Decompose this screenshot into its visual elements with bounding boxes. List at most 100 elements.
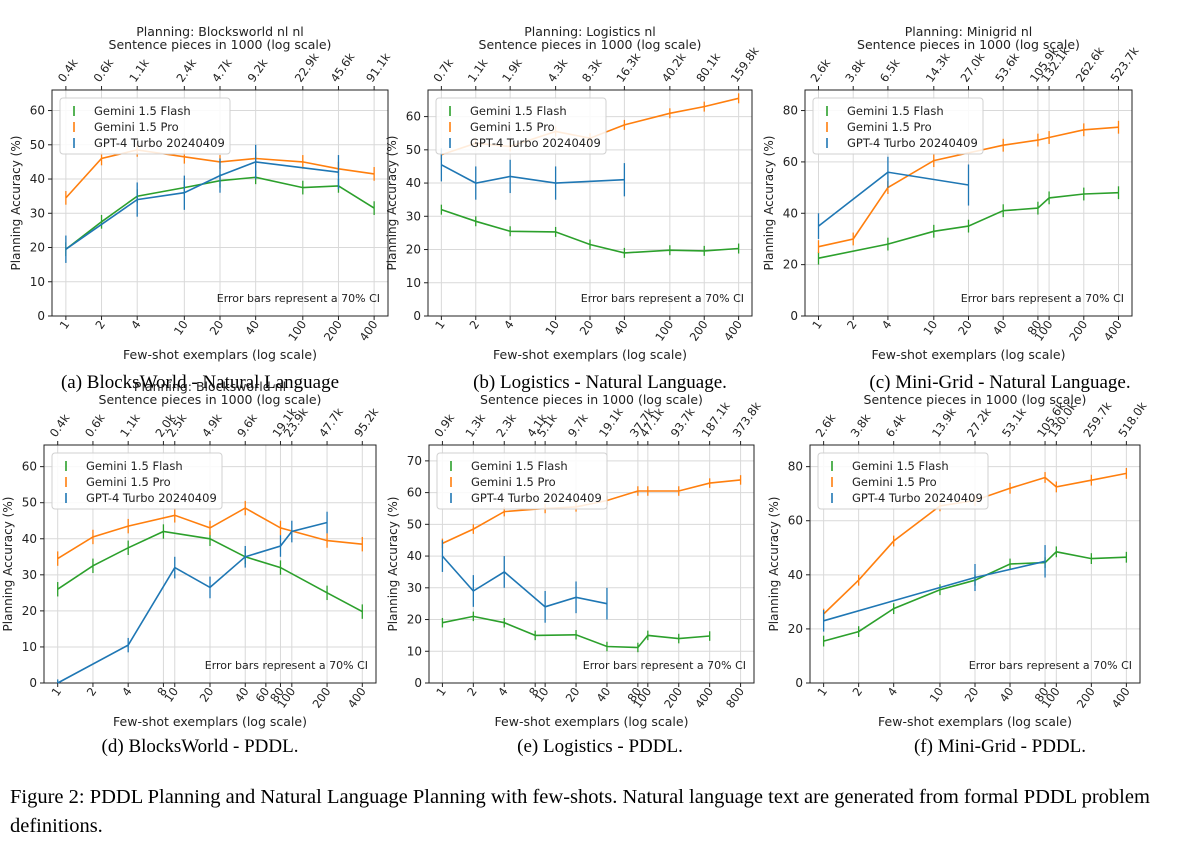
chart-a-xtick-label: 1	[57, 318, 73, 332]
chart-e-top-tick-label: 373.8k	[730, 399, 764, 440]
chart-f-xtick-label: 40	[997, 685, 1017, 705]
chart-b-ytick-label: 50	[406, 143, 421, 157]
chart-b-xtick-label: 2	[467, 318, 483, 332]
chart-e-xtick-label: 800	[723, 685, 747, 711]
chart-d-xtick-label: 2	[84, 685, 100, 699]
chart-e-ytick-label: 20	[407, 613, 422, 627]
chart-e-ytick-label: 0	[414, 676, 422, 690]
chart-d-ytick-label: 10	[22, 640, 37, 654]
chart-a-xtick-label: 400	[357, 318, 381, 344]
chart-b-ytick-label: 40	[406, 176, 421, 190]
chart-e-legend	[436, 452, 608, 510]
chart-d-ylabel: Planning Accuracy (%)	[1, 497, 15, 632]
chart-b-xtick-label: 20	[577, 318, 597, 338]
chart-a-top-tick-label: 4.7k	[209, 56, 235, 85]
chart-e-xtick-label: 400	[692, 685, 716, 711]
chart-c-ytick-label: 60	[783, 155, 798, 169]
chart-b-xtick-label: 400	[721, 318, 745, 344]
chart-f-top-tick-label: 3.8k	[848, 411, 874, 440]
chart-f-xlabel: Few-shot exemplars (log scale)	[878, 714, 1072, 729]
chart-a-xtick-label: 200	[321, 318, 345, 344]
chart-f-top-tick-label: 518.0k	[1115, 399, 1149, 440]
chart-d-top-tick-label: 95.2k	[351, 405, 381, 440]
chart-c-ytick-label: 0	[790, 309, 798, 323]
chart-d-xlabel: Few-shot exemplars (log scale)	[113, 714, 307, 729]
chart-d-legend-label-pro: Gemini 1.5 Pro	[86, 475, 171, 489]
chart-d-xtick-label: 400	[345, 685, 369, 711]
chart-f-series-pro	[823, 472, 1127, 615]
chart-e-ytick-label: 10	[407, 644, 422, 658]
chart-b-ytick-label: 0	[413, 309, 421, 323]
subcaption-f: (f) Mini-Grid - PDDL.	[913, 736, 1087, 757]
subcaption-e: (e) Logistics - PDDL.	[517, 736, 683, 757]
chart-a-xlabel: Few-shot exemplars (log scale)	[123, 347, 317, 362]
chart-f-ci-note: Error bars represent a 70% CI	[969, 659, 1132, 672]
chart-c-legend	[812, 97, 984, 155]
chart-f-series-flash	[823, 550, 1127, 642]
chart-c-xlabel: Few-shot exemplars (log scale)	[872, 347, 1066, 362]
chart-c-xtick-label: 400	[1101, 318, 1125, 344]
chart-f-top-tick-label: 27.2k	[964, 405, 994, 440]
chart-a-ci-note: Error bars represent a 70% CI	[217, 292, 380, 305]
chart-b-xtick-label: 200	[687, 318, 711, 344]
chart-e-ytick-label: 70	[407, 454, 422, 468]
chart-b-ytick-label: 20	[406, 243, 421, 257]
chart-f-xtick-label: 1	[814, 685, 830, 699]
chart-a-top-tick-label: 1.1k	[126, 56, 152, 85]
chart-f-ylabel: Planning Accuracy (%)	[767, 497, 781, 632]
chart-b-legend	[435, 97, 607, 155]
chart-d-ytick-label: 40	[22, 532, 37, 546]
chart-e-xtick-label: 2	[464, 685, 480, 699]
chart-c-ytick-label: 40	[783, 206, 798, 220]
chart-d-series-gpt	[57, 521, 328, 684]
chart-c-xtick-label: 4	[879, 318, 895, 332]
chart-b-top-tick-label: 159.8k	[728, 44, 762, 85]
chart-c-xtick-label: 10	[920, 318, 940, 338]
chart-a-ytick-label: 10	[30, 275, 45, 289]
chart-b-xtick-label: 10	[542, 318, 562, 338]
chart-a-ytick-label: 40	[30, 172, 45, 186]
chart-f-top-tick-label: 53.1k	[999, 405, 1029, 440]
subcaption-d: (d) BlocksWorld - PDDL.	[101, 736, 299, 757]
chart-e-legend-label-flash: Gemini 1.5 Flash	[471, 459, 568, 473]
chart-e-top-tick-label: 2.3k	[493, 411, 519, 440]
chart-c-legend-label-gpt: GPT-4 Turbo 20240409	[847, 136, 978, 150]
chart-c-xtick-label: 40	[990, 318, 1010, 338]
chart-f-legend	[817, 452, 989, 510]
chart-a-top-tick-label: 0.6k	[91, 56, 117, 85]
chart-f-legend-label-pro: Gemini 1.5 Pro	[852, 475, 937, 489]
chart-f-ytick-label: 20	[788, 622, 803, 636]
chart-a-top-tick-label: 0.4k	[55, 56, 81, 85]
chart-f-xtick-label: 4	[884, 685, 900, 699]
chart-d-legend-label-flash: Gemini 1.5 Flash	[86, 459, 183, 473]
chart-a-legend	[59, 97, 231, 155]
chart-a-ytick-label: 20	[30, 241, 45, 255]
chart-a-top-tick-label: 9.2k	[245, 56, 271, 85]
chart-e-xtick-label: 4	[495, 685, 511, 699]
chart-a-xtick-label: 2	[92, 318, 108, 332]
chart-e-ytick-label: 40	[407, 549, 422, 563]
chart-d-top-tick-label: 9.6k	[234, 411, 260, 440]
chart-a-top-axis-label: Sentence pieces in 1000 (log scale)	[109, 37, 332, 52]
chart-e-xtick-label: 1	[433, 685, 449, 699]
chart-f-legend-label-flash: Gemini 1.5 Flash	[852, 459, 949, 473]
chart-b-legend-label-gpt: GPT-4 Turbo 20240409	[470, 136, 601, 150]
chart-c-xtick-label: 1	[809, 318, 825, 332]
chart-d-xtick-label: 1	[48, 685, 64, 699]
chart-d-top-axis-label: Sentence pieces in 1000 (log scale)	[99, 392, 322, 407]
chart-e-legend-label-pro: Gemini 1.5 Pro	[471, 475, 556, 489]
chart-c-ci-note: Error bars represent a 70% CI	[961, 292, 1124, 305]
chart-b-top-tick-label: 0.7k	[430, 56, 456, 85]
chart-d-xtick-label: 40	[232, 685, 252, 705]
chart-panel-f: 0 20 40 60 80 1 2 4 10 20 40 80 100 200 400 2.6k 3.8k 6.4…	[767, 392, 1200, 770]
chart-c-ytick-label: 80	[783, 104, 798, 118]
chart-b-top-tick-label: 16.3k	[613, 50, 643, 85]
chart-b-top-axis-label: Sentence pieces in 1000 (log scale)	[479, 37, 702, 52]
chart-e-xtick-label: 80	[624, 685, 644, 705]
chart-a-ytick-label: 50	[30, 138, 45, 152]
chart-d-xtick-label: 4	[119, 685, 135, 699]
subcaption-c: (c) Mini-Grid - Natural Language.	[869, 372, 1131, 393]
chart-d-title: Planning: Blocksworld nl	[134, 379, 286, 394]
chart-e-ylabel: Planning Accuracy (%)	[386, 497, 400, 632]
